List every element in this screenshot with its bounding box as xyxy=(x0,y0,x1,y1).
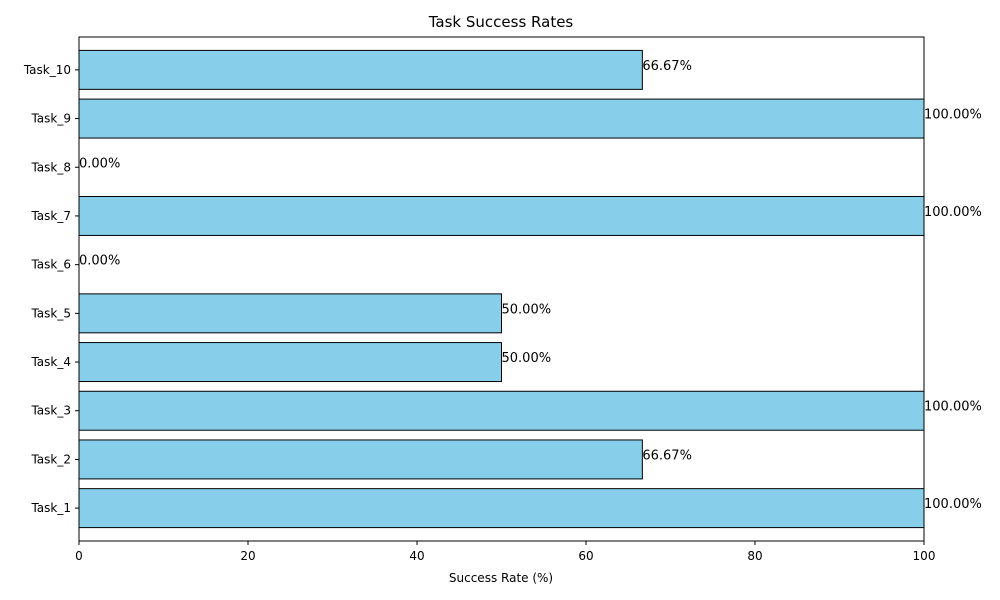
bar-task-5 xyxy=(78,293,502,334)
bar-task-3 xyxy=(78,390,925,431)
x-tick-label: 40 xyxy=(409,549,424,563)
y-tick-label: Task_2 xyxy=(30,452,71,466)
data-label-task-3: 100.00% xyxy=(924,400,982,415)
plot-frame xyxy=(78,36,925,542)
x-axis-title: Success Rate (%) xyxy=(449,571,553,585)
data-label-task-5: 50.00% xyxy=(502,302,552,317)
data-label-task-1: 100.00% xyxy=(924,497,982,512)
y-tick-label: Task_1 xyxy=(30,501,71,515)
data-label-task-2: 66.67% xyxy=(642,448,692,463)
data-labels-layer: 100.00% 66.67% 100.00% 50.00% 50.00% 0.00% 100… xyxy=(79,59,982,512)
y-tick-label: Task_7 xyxy=(30,209,71,223)
data-label-task-9: 100.00% xyxy=(924,108,982,123)
bar-task-10 xyxy=(78,49,643,90)
chart-title: Task Success Rates xyxy=(428,13,574,31)
data-label-task-8: 0.00% xyxy=(79,156,120,171)
data-label-task-10: 66.67% xyxy=(642,59,692,74)
bar-task-9 xyxy=(78,98,925,139)
y-tick-label: Task_3 xyxy=(30,404,71,418)
y-tick-label: Task_5 xyxy=(30,306,71,320)
y-tick-label: Task_9 xyxy=(30,112,71,126)
bars-layer xyxy=(78,49,925,529)
x-tick-label: 0 xyxy=(75,549,83,563)
y-tick-label: Task_8 xyxy=(30,160,71,174)
bar-task-4 xyxy=(78,342,502,383)
data-label-task-6: 0.00% xyxy=(79,254,120,269)
y-axis: Task_1 Task_2 Task_3 Task_4 Task_5 Task_6 Task… xyxy=(23,63,79,515)
data-label-task-7: 100.00% xyxy=(924,205,982,220)
x-tick-label: 60 xyxy=(578,549,593,563)
x-tick-label: 20 xyxy=(240,549,255,563)
y-tick-label: Task_4 xyxy=(30,355,71,369)
x-axis: 0 20 40 60 80 100 xyxy=(75,541,935,563)
x-tick-label: 100 xyxy=(913,549,936,563)
bar-task-2 xyxy=(78,439,643,480)
y-tick-label: Task_10 xyxy=(23,63,71,77)
y-tick-label: Task_6 xyxy=(30,258,71,272)
x-tick-label: 80 xyxy=(747,549,762,563)
data-label-task-4: 50.00% xyxy=(502,351,552,366)
bar-task-7 xyxy=(78,195,925,236)
bar-task-1 xyxy=(78,488,925,529)
